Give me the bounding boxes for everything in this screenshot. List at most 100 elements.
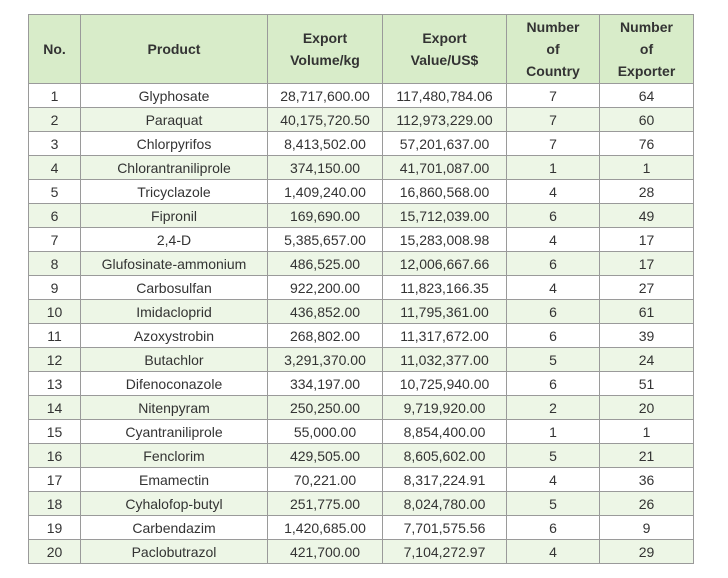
cell-product: Nitenpyram (80, 395, 268, 420)
header-exporter-line3: Exporter (617, 63, 676, 79)
cell-export-value: 112,973,229.00 (382, 107, 507, 132)
cell-export-volume: 922,200.00 (267, 275, 383, 300)
table-row: 16 Fenclorim 429,505.00 8,605,602.00 5 21 (28, 443, 694, 468)
header-number-of-exporter: Number of Exporter (599, 14, 694, 84)
cell-no: 6 (28, 203, 81, 228)
cell-number-of-exporter: 27 (599, 275, 694, 300)
cell-product: 2,4-D (80, 227, 268, 252)
cell-export-volume: 3,291,370.00 (267, 347, 383, 372)
table-row: 17 Emamectin 70,221.00 8,317,224.91 4 36 (28, 467, 694, 492)
cell-number-of-exporter: 28 (599, 179, 694, 204)
cell-number-of-exporter: 9 (599, 515, 694, 540)
cell-product: Fenclorim (80, 443, 268, 468)
cell-export-value: 15,712,039.00 (382, 203, 507, 228)
cell-no: 12 (28, 347, 81, 372)
pesticide-export-table: No. Product Export Volume/kg Export Valu… (28, 14, 694, 564)
header-country-line1: Number (526, 19, 580, 35)
cell-number-of-country: 2 (506, 395, 600, 420)
cell-export-value: 8,317,224.91 (382, 467, 507, 492)
cell-export-volume: 28,717,600.00 (267, 83, 383, 108)
cell-no: 7 (28, 227, 81, 252)
cell-number-of-exporter: 61 (599, 299, 694, 324)
header-country-line3: Country (526, 63, 580, 79)
cell-product: Azoxystrobin (80, 323, 268, 348)
header-export-value: Export Value/US$ (382, 14, 507, 84)
cell-product: Chlorpyrifos (80, 131, 268, 156)
table-row: 14 Nitenpyram 250,250.00 9,719,920.00 2 20 (28, 395, 694, 420)
header-export-volume: Export Volume/kg (267, 14, 383, 84)
cell-number-of-exporter: 17 (599, 227, 694, 252)
cell-export-value: 7,104,272.97 (382, 539, 507, 564)
cell-no: 19 (28, 515, 81, 540)
cell-number-of-country: 1 (506, 419, 600, 444)
header-export-volume-line2: Volume/kg (290, 52, 360, 68)
cell-number-of-country: 5 (506, 347, 600, 372)
cell-number-of-exporter: 17 (599, 251, 694, 276)
cell-export-volume: 250,250.00 (267, 395, 383, 420)
cell-number-of-exporter: 60 (599, 107, 694, 132)
cell-export-volume: 486,525.00 (267, 251, 383, 276)
cell-no: 8 (28, 251, 81, 276)
cell-export-value: 11,795,361.00 (382, 299, 507, 324)
cell-product: Cyhalofop-butyl (80, 491, 268, 516)
table-row: 5 Tricyclazole 1,409,240.00 16,860,568.00 4 2… (28, 179, 694, 204)
table-row: 15 Cyantraniliprole 55,000.00 8,854,400.00 1… (28, 419, 694, 444)
cell-number-of-country: 4 (506, 227, 600, 252)
cell-export-volume: 169,690.00 (267, 203, 383, 228)
table-row: 8 Glufosinate-ammonium 486,525.00 12,006,66… (28, 251, 694, 276)
header-product-label: Product (147, 41, 201, 57)
table-header: No. Product Export Volume/kg Export Valu… (28, 14, 694, 84)
table-row: 3 Chlorpyrifos 8,413,502.00 57,201,637.00 7 7… (28, 131, 694, 156)
cell-export-volume: 421,700.00 (267, 539, 383, 564)
cell-export-value: 8,024,780.00 (382, 491, 507, 516)
cell-number-of-country: 4 (506, 539, 600, 564)
cell-product: Paclobutrazol (80, 539, 268, 564)
table-row: 19 Carbendazim 1,420,685.00 7,701,575.56 6 9 (28, 515, 694, 540)
cell-number-of-exporter: 36 (599, 467, 694, 492)
cell-export-value: 7,701,575.56 (382, 515, 507, 540)
table-row: 4 Chlorantraniliprole 374,150.00 41,701,087… (28, 155, 694, 180)
cell-export-volume: 251,775.00 (267, 491, 383, 516)
table-row: 2 Paraquat 40,175,720.50 112,973,229.00 7 60 (28, 107, 694, 132)
cell-export-value: 15,283,008.98 (382, 227, 507, 252)
cell-number-of-exporter: 1 (599, 419, 694, 444)
cell-export-value: 8,854,400.00 (382, 419, 507, 444)
table-row: 11 Azoxystrobin 268,802.00 11,317,672.00 6 39 (28, 323, 694, 348)
cell-number-of-exporter: 20 (599, 395, 694, 420)
cell-export-volume: 429,505.00 (267, 443, 383, 468)
cell-export-value: 11,317,672.00 (382, 323, 507, 348)
cell-export-volume: 268,802.00 (267, 323, 383, 348)
cell-number-of-country: 7 (506, 107, 600, 132)
cell-number-of-country: 1 (506, 155, 600, 180)
cell-no: 10 (28, 299, 81, 324)
export-table-container: No. Product Export Volume/kg Export Valu… (28, 14, 694, 564)
cell-export-volume: 70,221.00 (267, 467, 383, 492)
table-row: 10 Imidacloprid 436,852.00 11,795,361.00 6 61 (28, 299, 694, 324)
cell-number-of-exporter: 24 (599, 347, 694, 372)
cell-export-value: 16,860,568.00 (382, 179, 507, 204)
header-no: No. (28, 14, 81, 84)
cell-export-volume: 40,175,720.50 (267, 107, 383, 132)
header-exporter-line1: Number (620, 19, 673, 35)
cell-number-of-exporter: 1 (599, 155, 694, 180)
cell-no: 14 (28, 395, 81, 420)
cell-export-volume: 5,385,657.00 (267, 227, 383, 252)
cell-product: Chlorantraniliprole (80, 155, 268, 180)
cell-number-of-exporter: 39 (599, 323, 694, 348)
cell-export-value: 9,719,920.00 (382, 395, 507, 420)
cell-no: 3 (28, 131, 81, 156)
cell-number-of-exporter: 29 (599, 539, 694, 564)
cell-export-value: 11,032,377.00 (382, 347, 507, 372)
cell-product: Carbosulfan (80, 275, 268, 300)
cell-no: 17 (28, 467, 81, 492)
cell-export-volume: 436,852.00 (267, 299, 383, 324)
cell-no: 4 (28, 155, 81, 180)
cell-number-of-exporter: 26 (599, 491, 694, 516)
cell-no: 13 (28, 371, 81, 396)
cell-number-of-country: 6 (506, 251, 600, 276)
table-row: 13 Difenoconazole 334,197.00 10,725,940.00 6… (28, 371, 694, 396)
cell-export-value: 41,701,087.00 (382, 155, 507, 180)
cell-product: Imidacloprid (80, 299, 268, 324)
cell-number-of-exporter: 51 (599, 371, 694, 396)
cell-product: Glyphosate (80, 83, 268, 108)
